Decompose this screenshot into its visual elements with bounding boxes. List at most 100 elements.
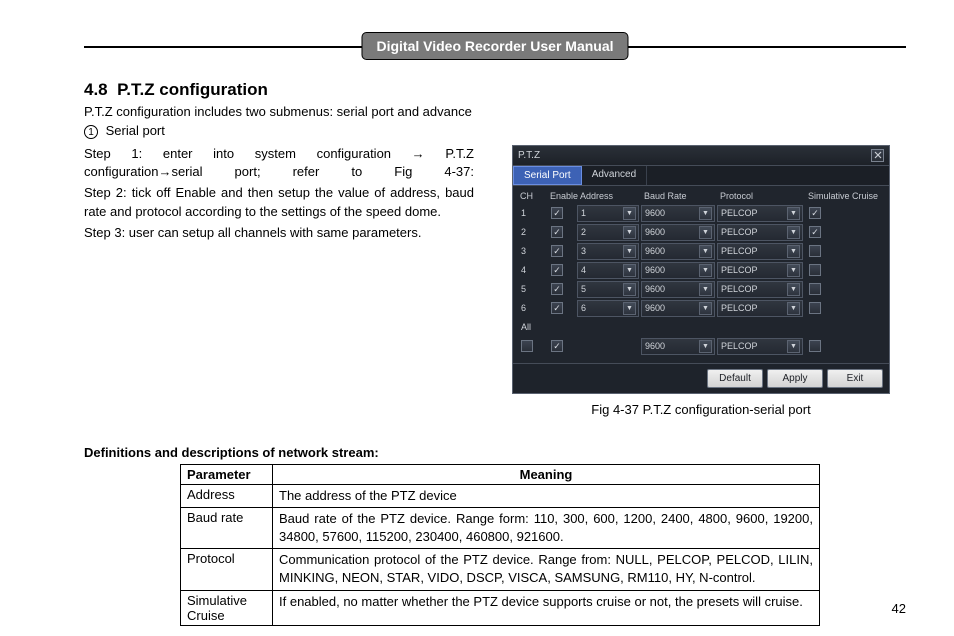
col-ch: CH <box>517 189 545 203</box>
sim-cell[interactable] <box>805 300 883 317</box>
ptz-footer-row: ✓ 9600▼ PELCOP▼ <box>517 338 885 355</box>
definitions-table: Parameter Meaning AddressThe address of … <box>180 464 820 626</box>
section-intro: P.T.Z configuration includes two submenu… <box>84 104 906 119</box>
chevron-down-icon[interactable]: ▼ <box>699 245 712 258</box>
checkbox-icon[interactable] <box>809 340 821 352</box>
address-cell[interactable]: 6▼ <box>577 300 639 317</box>
checkbox-icon[interactable]: ✓ <box>809 226 821 238</box>
chevron-down-icon[interactable]: ▼ <box>787 340 800 353</box>
chevron-down-icon[interactable]: ▼ <box>623 302 636 315</box>
checkbox-icon[interactable] <box>521 340 533 352</box>
chevron-down-icon[interactable]: ▼ <box>787 302 800 315</box>
proto-cell[interactable]: PELCOP▼ <box>717 205 803 222</box>
chevron-down-icon[interactable]: ▼ <box>699 264 712 277</box>
enable-cell[interactable]: ✓ <box>547 262 575 279</box>
enable-cell[interactable]: ✓ <box>547 300 575 317</box>
sim-cell[interactable]: ✓ <box>805 205 883 222</box>
checkbox-icon[interactable]: ✓ <box>551 283 563 295</box>
apply-button[interactable]: Apply <box>767 369 823 388</box>
ptz-row: 6✓6▼9600▼PELCOP▼ <box>517 300 885 317</box>
chevron-down-icon[interactable]: ▼ <box>787 207 800 220</box>
address-cell[interactable]: 1▼ <box>577 205 639 222</box>
tab-advanced[interactable]: Advanced <box>582 166 647 185</box>
chevron-down-icon[interactable]: ▼ <box>787 245 800 258</box>
figure-column: P.T.Z Serial Port Advanced CH Enable Add… <box>496 145 906 417</box>
checkbox-icon[interactable] <box>809 245 821 257</box>
close-icon[interactable] <box>871 149 884 162</box>
ptz-tabs: Serial Port Advanced <box>513 166 889 186</box>
sim-cell[interactable]: ✓ <box>805 224 883 241</box>
meaning-cell: If enabled, no matter whether the PTZ de… <box>273 590 820 625</box>
footer-enable[interactable]: ✓ <box>547 338 575 355</box>
enable-cell[interactable]: ✓ <box>547 281 575 298</box>
chevron-down-icon[interactable]: ▼ <box>699 302 712 315</box>
chevron-down-icon[interactable]: ▼ <box>787 283 800 296</box>
checkbox-icon[interactable]: ✓ <box>551 264 563 276</box>
address-cell[interactable]: 4▼ <box>577 262 639 279</box>
checkbox-icon[interactable] <box>809 283 821 295</box>
checkbox-icon[interactable] <box>809 264 821 276</box>
footer-select[interactable] <box>517 338 545 355</box>
proto-cell[interactable]: PELCOP▼ <box>717 281 803 298</box>
ch-cell: 1 <box>517 205 545 222</box>
sub-title: Serial port <box>106 123 165 138</box>
default-button[interactable]: Default <box>707 369 763 388</box>
checkbox-icon[interactable]: ✓ <box>551 226 563 238</box>
ptz-row: 4✓4▼9600▼PELCOP▼ <box>517 262 885 279</box>
chevron-down-icon[interactable]: ▼ <box>623 264 636 277</box>
ptz-row: 5 ✓ 5▼9600▼PELCOP▼ <box>517 281 885 298</box>
baud-cell[interactable]: 9600▼ <box>641 262 715 279</box>
section-name: P.T.Z configuration <box>117 80 268 99</box>
proto-cell[interactable]: PELCOP▼ <box>717 224 803 241</box>
baud-cell[interactable]: 9600▼ <box>641 281 715 298</box>
chevron-down-icon[interactable]: ▼ <box>699 226 712 239</box>
checkbox-icon[interactable]: ✓ <box>809 207 821 219</box>
chevron-down-icon[interactable]: ▼ <box>699 340 712 353</box>
checkbox-icon[interactable] <box>809 302 821 314</box>
checkbox-icon[interactable]: ✓ <box>551 340 563 352</box>
chevron-down-icon[interactable]: ▼ <box>623 207 636 220</box>
footer-proto[interactable]: PELCOP▼ <box>717 338 803 355</box>
chevron-down-icon[interactable]: ▼ <box>699 207 712 220</box>
chevron-down-icon[interactable]: ▼ <box>699 283 712 296</box>
chevron-down-icon[interactable]: ▼ <box>787 226 800 239</box>
proto-cell[interactable]: PELCOP▼ <box>717 300 803 317</box>
baud-cell[interactable]: 9600▼ <box>641 300 715 317</box>
checkbox-icon[interactable]: ✓ <box>551 302 563 314</box>
sim-cell[interactable] <box>805 243 883 260</box>
col-enable: Enable <box>547 189 575 203</box>
ptz-window-title: P.T.Z <box>518 150 540 161</box>
tab-serial-port[interactable]: Serial Port <box>513 166 582 185</box>
sim-cell[interactable] <box>805 281 883 298</box>
checkbox-icon[interactable]: ✓ <box>551 207 563 219</box>
chevron-down-icon[interactable]: ▼ <box>623 226 636 239</box>
address-cell[interactable]: 2▼ <box>577 224 639 241</box>
address-cell[interactable]: 5▼ <box>577 281 639 298</box>
exit-button[interactable]: Exit <box>827 369 883 388</box>
ptz-row: 2✓2▼9600▼PELCOP▼✓ <box>517 224 885 241</box>
address-cell[interactable]: 3▼ <box>577 243 639 260</box>
proto-cell[interactable]: PELCOP▼ <box>717 243 803 260</box>
baud-cell[interactable]: 9600▼ <box>641 224 715 241</box>
footer-sim[interactable] <box>805 338 883 355</box>
enable-cell[interactable]: ✓ <box>547 243 575 260</box>
meaning-cell: The address of the PTZ device <box>273 484 820 507</box>
footer-baud[interactable]: 9600▼ <box>641 338 715 355</box>
ptz-window: P.T.Z Serial Port Advanced CH Enable Add… <box>512 145 890 394</box>
ch-cell: 5 <box>517 281 545 298</box>
param-cell: Baud rate <box>181 507 273 548</box>
chevron-down-icon[interactable]: ▼ <box>623 283 636 296</box>
enable-cell[interactable]: ✓ <box>547 205 575 222</box>
sim-cell[interactable] <box>805 262 883 279</box>
chevron-down-icon[interactable]: ▼ <box>623 245 636 258</box>
ptz-footer: Default Apply Exit <box>513 363 889 393</box>
col-baud: Baud Rate <box>641 189 715 203</box>
ptz-titlebar: P.T.Z <box>513 146 889 166</box>
proto-cell[interactable]: PELCOP▼ <box>717 262 803 279</box>
chevron-down-icon[interactable]: ▼ <box>787 264 800 277</box>
checkbox-icon[interactable]: ✓ <box>551 245 563 257</box>
enable-cell[interactable]: ✓ <box>547 224 575 241</box>
table-header-row: Parameter Meaning <box>181 464 820 484</box>
baud-cell[interactable]: 9600▼ <box>641 205 715 222</box>
baud-cell[interactable]: 9600▼ <box>641 243 715 260</box>
